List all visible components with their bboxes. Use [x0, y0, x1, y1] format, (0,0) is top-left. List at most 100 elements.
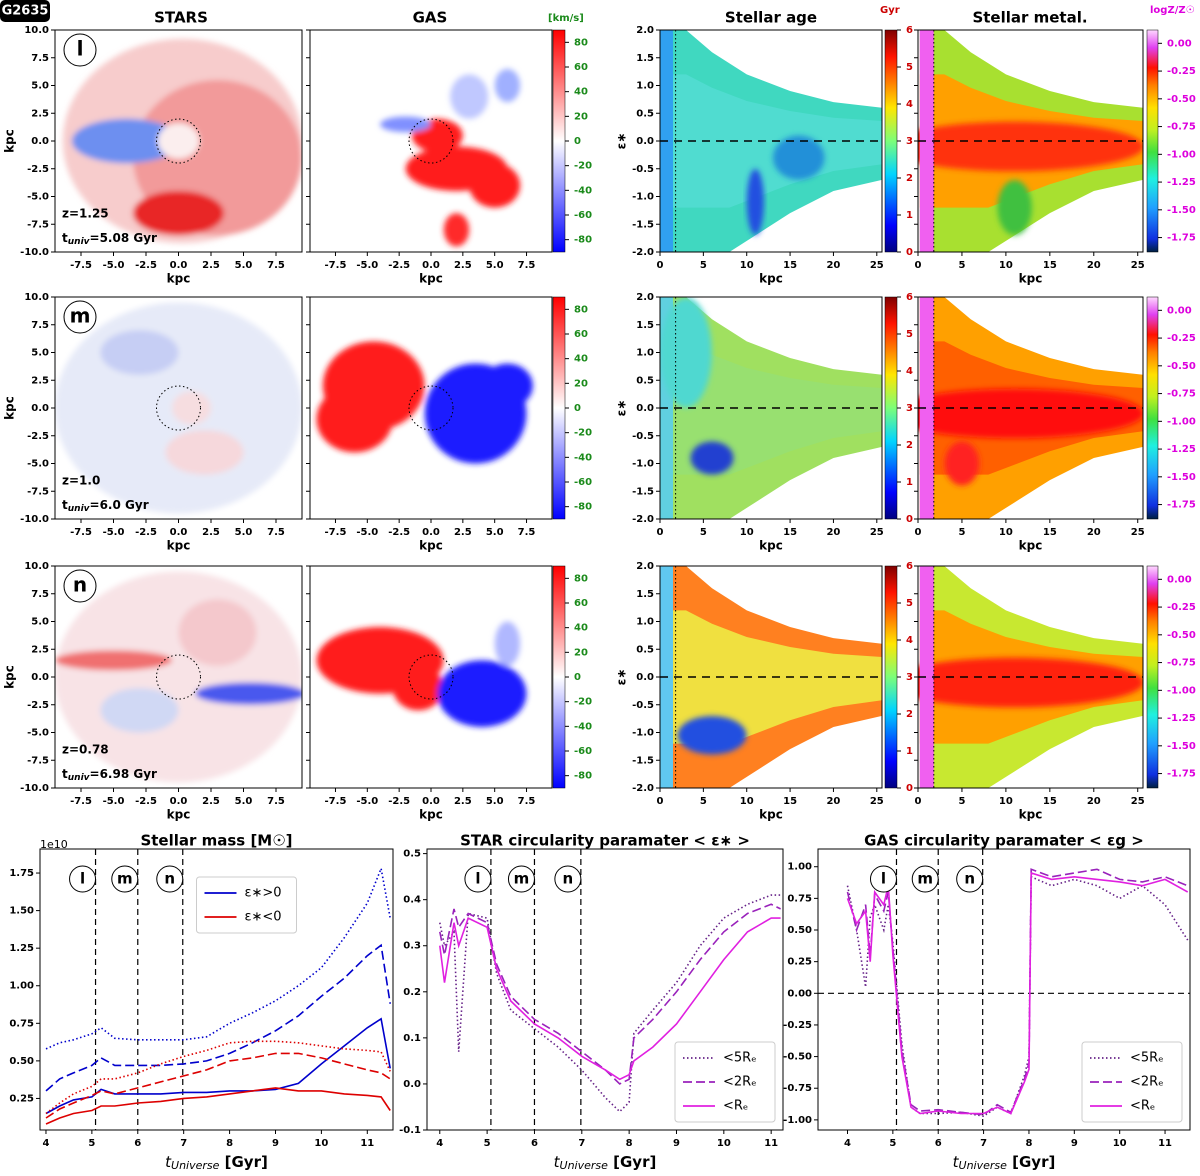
y-tick-label: -0.5 — [632, 431, 654, 442]
x-tick-label: -5.0 — [103, 527, 125, 538]
row-label: m — [70, 304, 91, 328]
panel-frame — [659, 296, 883, 520]
y-tick-label: 0.4 — [403, 895, 421, 906]
x-axis-label: kpc — [419, 808, 443, 822]
y-tick-label: 2.5 — [31, 108, 49, 119]
velocity-region — [157, 123, 200, 159]
colorbar-label: [km/s] — [548, 13, 584, 24]
x-label-symbol: t — [953, 1153, 960, 1171]
panel-frame — [817, 848, 1191, 1131]
x-tick-label: 8 — [626, 1138, 633, 1149]
x-tick-label: 0 — [915, 796, 922, 807]
epoch-label-circle — [69, 865, 97, 893]
stars-map — [55, 302, 302, 514]
colorbar-tick-label: 20 — [574, 111, 588, 122]
x-tick-label: 20 — [826, 527, 840, 538]
x-tick-label: 20 — [1087, 796, 1101, 807]
colorbar-tick-label: -40 — [574, 185, 592, 196]
x-tick-label: 0.0 — [170, 527, 188, 538]
x-tick-label: 9 — [673, 1138, 680, 1149]
y-tick-label: 1.25 — [9, 943, 34, 954]
x-tick-label: 5.0 — [235, 796, 253, 807]
y-tick-label: 0.75 — [787, 893, 812, 904]
colorbar-tick-label: -20 — [574, 428, 592, 439]
x-tick-label: 11 — [360, 1138, 374, 1149]
y-tick-label: -0.5 — [632, 700, 654, 711]
y-tick-label: -5.0 — [27, 728, 49, 739]
colorbar-tick-label: -1.50 — [1167, 741, 1196, 752]
series-line — [45, 1087, 391, 1125]
y-tick-label: 1.0 — [636, 348, 654, 359]
age-map — [660, 297, 882, 519]
y-tick-label: 0.0 — [31, 403, 49, 414]
phase-region — [661, 610, 882, 744]
x-tick-label: -2.5 — [135, 796, 157, 807]
legend-box — [196, 876, 297, 934]
x-tick-label: 5 — [889, 1138, 896, 1149]
colorbar-tick-label: 40 — [574, 623, 588, 634]
colorbar-tick-label: 20 — [574, 647, 588, 658]
y-axis-label: ε∗ — [615, 400, 629, 417]
panel-frame — [309, 296, 553, 520]
x-tick-label: 25 — [870, 796, 884, 807]
velocity-region — [482, 363, 533, 408]
y-tick-label: 0.50 — [787, 925, 812, 936]
x-tick-label: -2.5 — [135, 260, 157, 271]
y-tick-label: 0.5 — [403, 849, 421, 860]
velocity-region — [133, 190, 224, 236]
chart-title: GAS circularity paramater < εg > — [864, 832, 1144, 850]
y-tick-label: -2.5 — [27, 700, 49, 711]
colorbar-tick-label: -80 — [574, 235, 592, 246]
y-tick-label: 0.0 — [31, 672, 49, 683]
colorbar-tick-label: -1.75 — [1167, 233, 1196, 244]
y-tick-label: -2.0 — [632, 514, 654, 525]
phase-region — [919, 30, 934, 252]
velocity-region — [494, 68, 521, 103]
x-label-symbol: t — [554, 1153, 561, 1171]
x-axis-label: kpc — [167, 539, 191, 553]
x-label-text: [Gyr] — [219, 1153, 267, 1171]
x-tick-label: -5.0 — [356, 527, 378, 538]
x-tick-label: 15 — [783, 796, 797, 807]
plot-area — [45, 849, 391, 1130]
y-tick-label: 2.0 — [636, 292, 654, 303]
y-tick-label: -5.0 — [27, 192, 49, 203]
phase-region — [772, 135, 825, 180]
x-tick-label: 4 — [42, 1138, 49, 1149]
epoch-label-circle — [464, 865, 492, 893]
y-tick-label: 2.0 — [636, 25, 654, 36]
epoch-label-circle — [869, 865, 897, 893]
colorbar-tick-label: -60 — [574, 210, 592, 221]
x-tick-label: 8 — [226, 1138, 233, 1149]
panel-frame — [659, 29, 883, 253]
y-tick-label: -1.0 — [632, 459, 654, 470]
y-tick-label: -1.5 — [632, 219, 654, 230]
x-tick-label: 11 — [1158, 1138, 1172, 1149]
x-tick-label: -7.5 — [70, 260, 92, 271]
x-tick-label: 10 — [740, 796, 754, 807]
y-tick-label: 2.5 — [31, 644, 49, 655]
series-line — [439, 916, 781, 1081]
colorbar-tick-label: -0.75 — [1167, 389, 1196, 400]
colorbar — [1146, 296, 1159, 520]
phase-region — [661, 341, 882, 475]
x-tick-label: 0.0 — [422, 796, 440, 807]
x-tick-label: 2.5 — [202, 260, 220, 271]
colorbar-tick-label: 3 — [906, 403, 913, 414]
colorbar-tick-label: 5 — [906, 598, 913, 609]
row-label: l — [77, 37, 84, 61]
x-axis-label: kpc — [1019, 272, 1043, 286]
time-value: =5.08 Gyr — [90, 231, 158, 245]
colorbar-tick-label: 20 — [574, 378, 588, 389]
velocity-region — [450, 74, 489, 119]
x-axis-label: kpc — [1019, 539, 1043, 553]
colorbar-tick-label: 0 — [574, 672, 581, 683]
y-axis-label: kpc — [3, 665, 17, 689]
panel-frame — [659, 565, 883, 789]
gas-map — [316, 621, 527, 727]
chart-title: STAR circularity paramater < ε∗ > — [460, 832, 750, 850]
y-tick-label: -1.5 — [632, 486, 654, 497]
row-label-circle — [63, 569, 97, 603]
epoch-label-circle — [554, 865, 582, 893]
colorbar-tick-label: -1.00 — [1167, 685, 1196, 696]
